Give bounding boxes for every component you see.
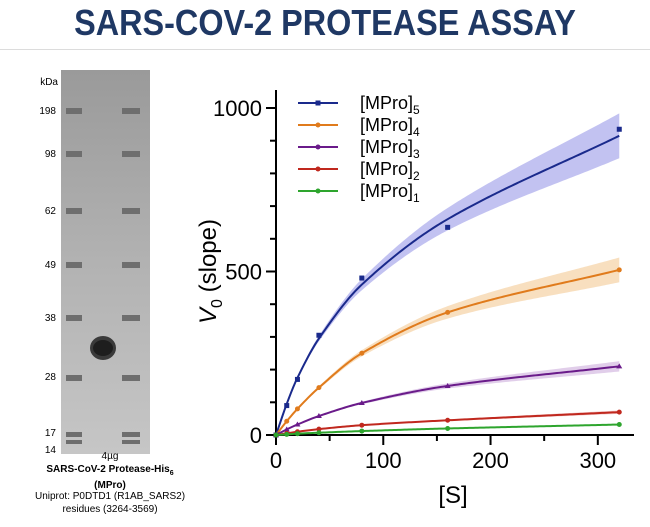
legend-marker [315,166,321,172]
y-axis-label-rest: (slope) [195,219,222,299]
data-point [445,417,451,423]
protein-name-main: SARS-CoV-2 Protease-His [46,464,170,475]
marker-38: 38 [44,313,56,324]
y-axis-label-main: V [195,306,222,324]
legend-label: [MPro]5 [360,93,420,117]
data-point [616,422,622,428]
data-point [294,421,301,427]
marker-98: 98 [44,149,56,160]
data-point [359,350,365,356]
x-tick-label: 0 [270,448,282,473]
legend-label-main: [MPro] [360,181,413,201]
fit-curve [275,268,620,436]
data-point [616,267,622,273]
page-title: SARS-COV-2 PROTEASE ASSAY [74,2,576,43]
uniprot-id: Uniprot: P0DTD1 (R1AB_SARS2) [34,491,186,502]
confidence-band [276,113,620,436]
marker-49: 49 [44,260,56,271]
data-point [316,426,322,432]
data-point [445,425,451,431]
data-point [315,413,322,419]
data-point [284,418,290,424]
data-point [616,409,622,415]
x-tick-label: 300 [579,448,616,473]
y-axis-label-sub: 0 [209,299,226,308]
x-tick-label: 200 [472,448,509,473]
legend-marker [315,144,321,150]
legend-marker [315,122,321,128]
data-point [359,275,365,281]
legend-label: [MPro]1 [360,181,420,205]
data-point [616,363,623,369]
data-point [316,430,322,436]
legend-label: [MPro]2 [360,159,420,183]
data-point [445,224,451,230]
legend-label-sub: 1 [413,191,420,205]
sds-page-gel-image [61,70,150,454]
gel-panel: kDa 198 98 62 49 38 28 17 14 4µg SARS-Co… [0,70,200,527]
y-tick-label: 1000 [213,96,262,121]
data-point [283,426,290,432]
fit-curve [275,134,620,436]
y-axis-label: V0 (slope) [195,219,226,324]
protein-name-short: (MPro) [94,480,126,491]
data-point [284,403,290,409]
data-point [359,428,365,434]
data-point [294,376,300,382]
data-point [294,406,300,412]
legend-label-main: [MPro] [360,115,413,135]
x-tick-label: 100 [365,448,402,473]
legend-label: [MPro]4 [360,115,420,139]
marker-198: 198 [39,106,56,117]
legend-marker [315,100,321,106]
marker-17: 17 [44,428,56,439]
y-tick-label: 0 [250,423,262,448]
data-point [359,422,365,428]
data-point [445,309,451,315]
data-point [616,126,622,132]
uniprot-info: Uniprot: P0DTD1 (R1AB_SARS2) residues (3… [25,490,195,516]
legend-label-sub: 5 [413,103,420,117]
legend-label-sub: 4 [413,125,420,139]
data-point [444,382,451,388]
marker-14: 14 [44,445,56,456]
data-point [294,431,300,437]
data-point [284,431,290,437]
legend-label-sub: 3 [413,147,420,161]
marker-62: 62 [44,206,56,217]
uniprot-residues: residues (3264-3569) [62,504,158,515]
legend-label-main: [MPro] [360,159,413,179]
marker-28: 28 [44,372,56,383]
legend-label-sub: 2 [413,169,420,183]
confidence-band [276,361,620,435]
protein-name: SARS-CoV-2 Protease-His6 (MPro) [40,464,180,492]
data-point [273,432,279,438]
title-divider [0,49,650,50]
x-axis-label: [S] [438,482,467,509]
data-point [316,332,322,338]
legend-label-main: [MPro] [360,137,413,157]
kda-unit-label: kDa [40,77,58,88]
data-point [316,385,322,391]
legend-marker [315,188,321,194]
data-point [358,399,365,405]
legend-label: [MPro]3 [360,137,420,161]
legend-label-main: [MPro] [360,93,413,113]
lane-amount-label: 4µg [101,451,119,462]
protein-name-subscript: 6 [169,470,174,477]
confidence-band [276,257,620,435]
y-tick-label: 500 [225,260,262,285]
